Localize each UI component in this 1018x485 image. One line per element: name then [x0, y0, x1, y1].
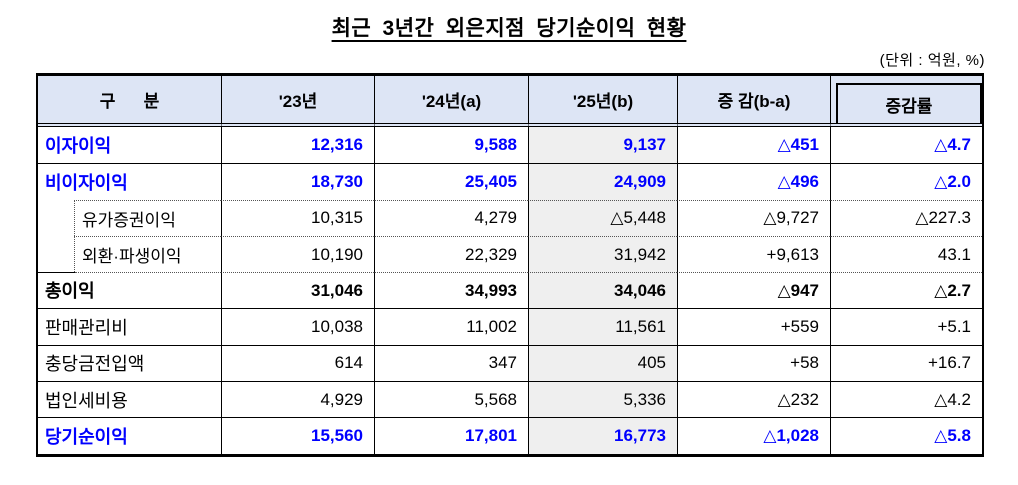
table-cell: 4,279 [374, 199, 528, 236]
table-cell: 16,773 [528, 417, 677, 454]
row-label: 외환·파생이익 [38, 235, 221, 273]
table-cell: 24,909 [528, 163, 677, 200]
column-header-year24: '24년(a) [374, 76, 528, 127]
row-label: 총이익 [38, 272, 221, 308]
table-cell: 34,993 [374, 272, 528, 309]
table-cell: 405 [528, 344, 677, 382]
table-cell: △496 [677, 163, 830, 200]
table-cell: △4.7 [830, 127, 982, 164]
table-cell: +58 [677, 344, 830, 382]
table-cell: △1,028 [677, 417, 830, 454]
row-label: 당기순이익 [38, 417, 221, 453]
table-cell: △5.8 [830, 417, 982, 454]
row-label: 판매관리비 [38, 308, 221, 344]
table-cell: 10,190 [221, 235, 374, 273]
row-label-text: 유가증권이익 [82, 210, 176, 230]
table-cell: 11,002 [374, 308, 528, 345]
table-cell: +9,613 [677, 235, 830, 273]
table-cell: 12,316 [221, 127, 374, 164]
row-label-text: 외환·파생이익 [82, 247, 182, 267]
table-cell: △2.7 [830, 272, 982, 309]
row-label: 이자이익 [45, 136, 112, 157]
table-cell: 18,730 [221, 163, 374, 200]
table-cell: 10,038 [221, 308, 374, 345]
table-cell: 25,405 [374, 163, 528, 200]
sub-item-box: 유가증권이익 [74, 199, 221, 236]
change-rate-header-label: 증감률 [885, 96, 933, 116]
page-title: 최근 3년간 외은지점 당기순이익 현황 [0, 12, 1018, 42]
column-header-year25: '25년(b) [528, 76, 677, 127]
row-label: 법인세비용 [38, 381, 221, 417]
table-cell: +559 [677, 308, 830, 345]
table-cell: △227.3 [830, 199, 982, 236]
table-cell: 9,588 [374, 127, 528, 164]
table-cell: △232 [677, 381, 830, 418]
table-cell: 31,942 [528, 235, 677, 273]
table-cell: 22,329 [374, 235, 528, 273]
table-cell: 5,568 [374, 381, 528, 418]
table-cell: 5,336 [528, 381, 677, 418]
table-cell: 9,137 [528, 127, 677, 164]
table-cell: 17,801 [374, 417, 528, 454]
table-cell: 614 [221, 344, 374, 382]
table-cell: △9,727 [677, 199, 830, 236]
table-cell: △451 [677, 127, 830, 164]
row-label: 충당금전입액 [38, 344, 221, 381]
table-cell: △2.0 [830, 163, 982, 200]
column-header-change: 증 감(b-a) [677, 76, 830, 127]
table-cell: 10,315 [221, 199, 374, 236]
table-cell: 347 [374, 344, 528, 382]
sub-item-box: 외환·파생이익 [74, 235, 221, 273]
change-rate-header-box: 증감률 [836, 83, 982, 123]
column-header-change-rate: 증감률 [830, 76, 982, 127]
table-cell: 15,560 [221, 417, 374, 454]
table-cell: 43.1 [830, 235, 982, 273]
table-cell: 34,046 [528, 272, 677, 309]
table-cell: 4,929 [221, 381, 374, 418]
unit-note: (단위 : 억원, %) [879, 52, 985, 69]
table-cell: +5.1 [830, 308, 982, 345]
row-label: 유가증권이익 [38, 199, 221, 236]
table-cell: 31,046 [221, 272, 374, 309]
table-cell: △947 [677, 272, 830, 309]
table-cell: +16.7 [830, 344, 982, 382]
income-table: 구 분 '23년 '24년(a) '25년(b) 증 감(b-a) 증감률 이자… [36, 73, 984, 457]
table-cell: △5,448 [528, 199, 677, 236]
column-header-category: 구 분 [38, 76, 221, 127]
table-cell: 11,561 [528, 308, 677, 345]
page-title-text: 최근 3년간 외은지점 당기순이익 현황 [331, 17, 687, 40]
column-header-year23: '23년 [221, 76, 374, 127]
row-label: 비이자이익 [38, 163, 221, 199]
table-cell: △4.2 [830, 381, 982, 418]
